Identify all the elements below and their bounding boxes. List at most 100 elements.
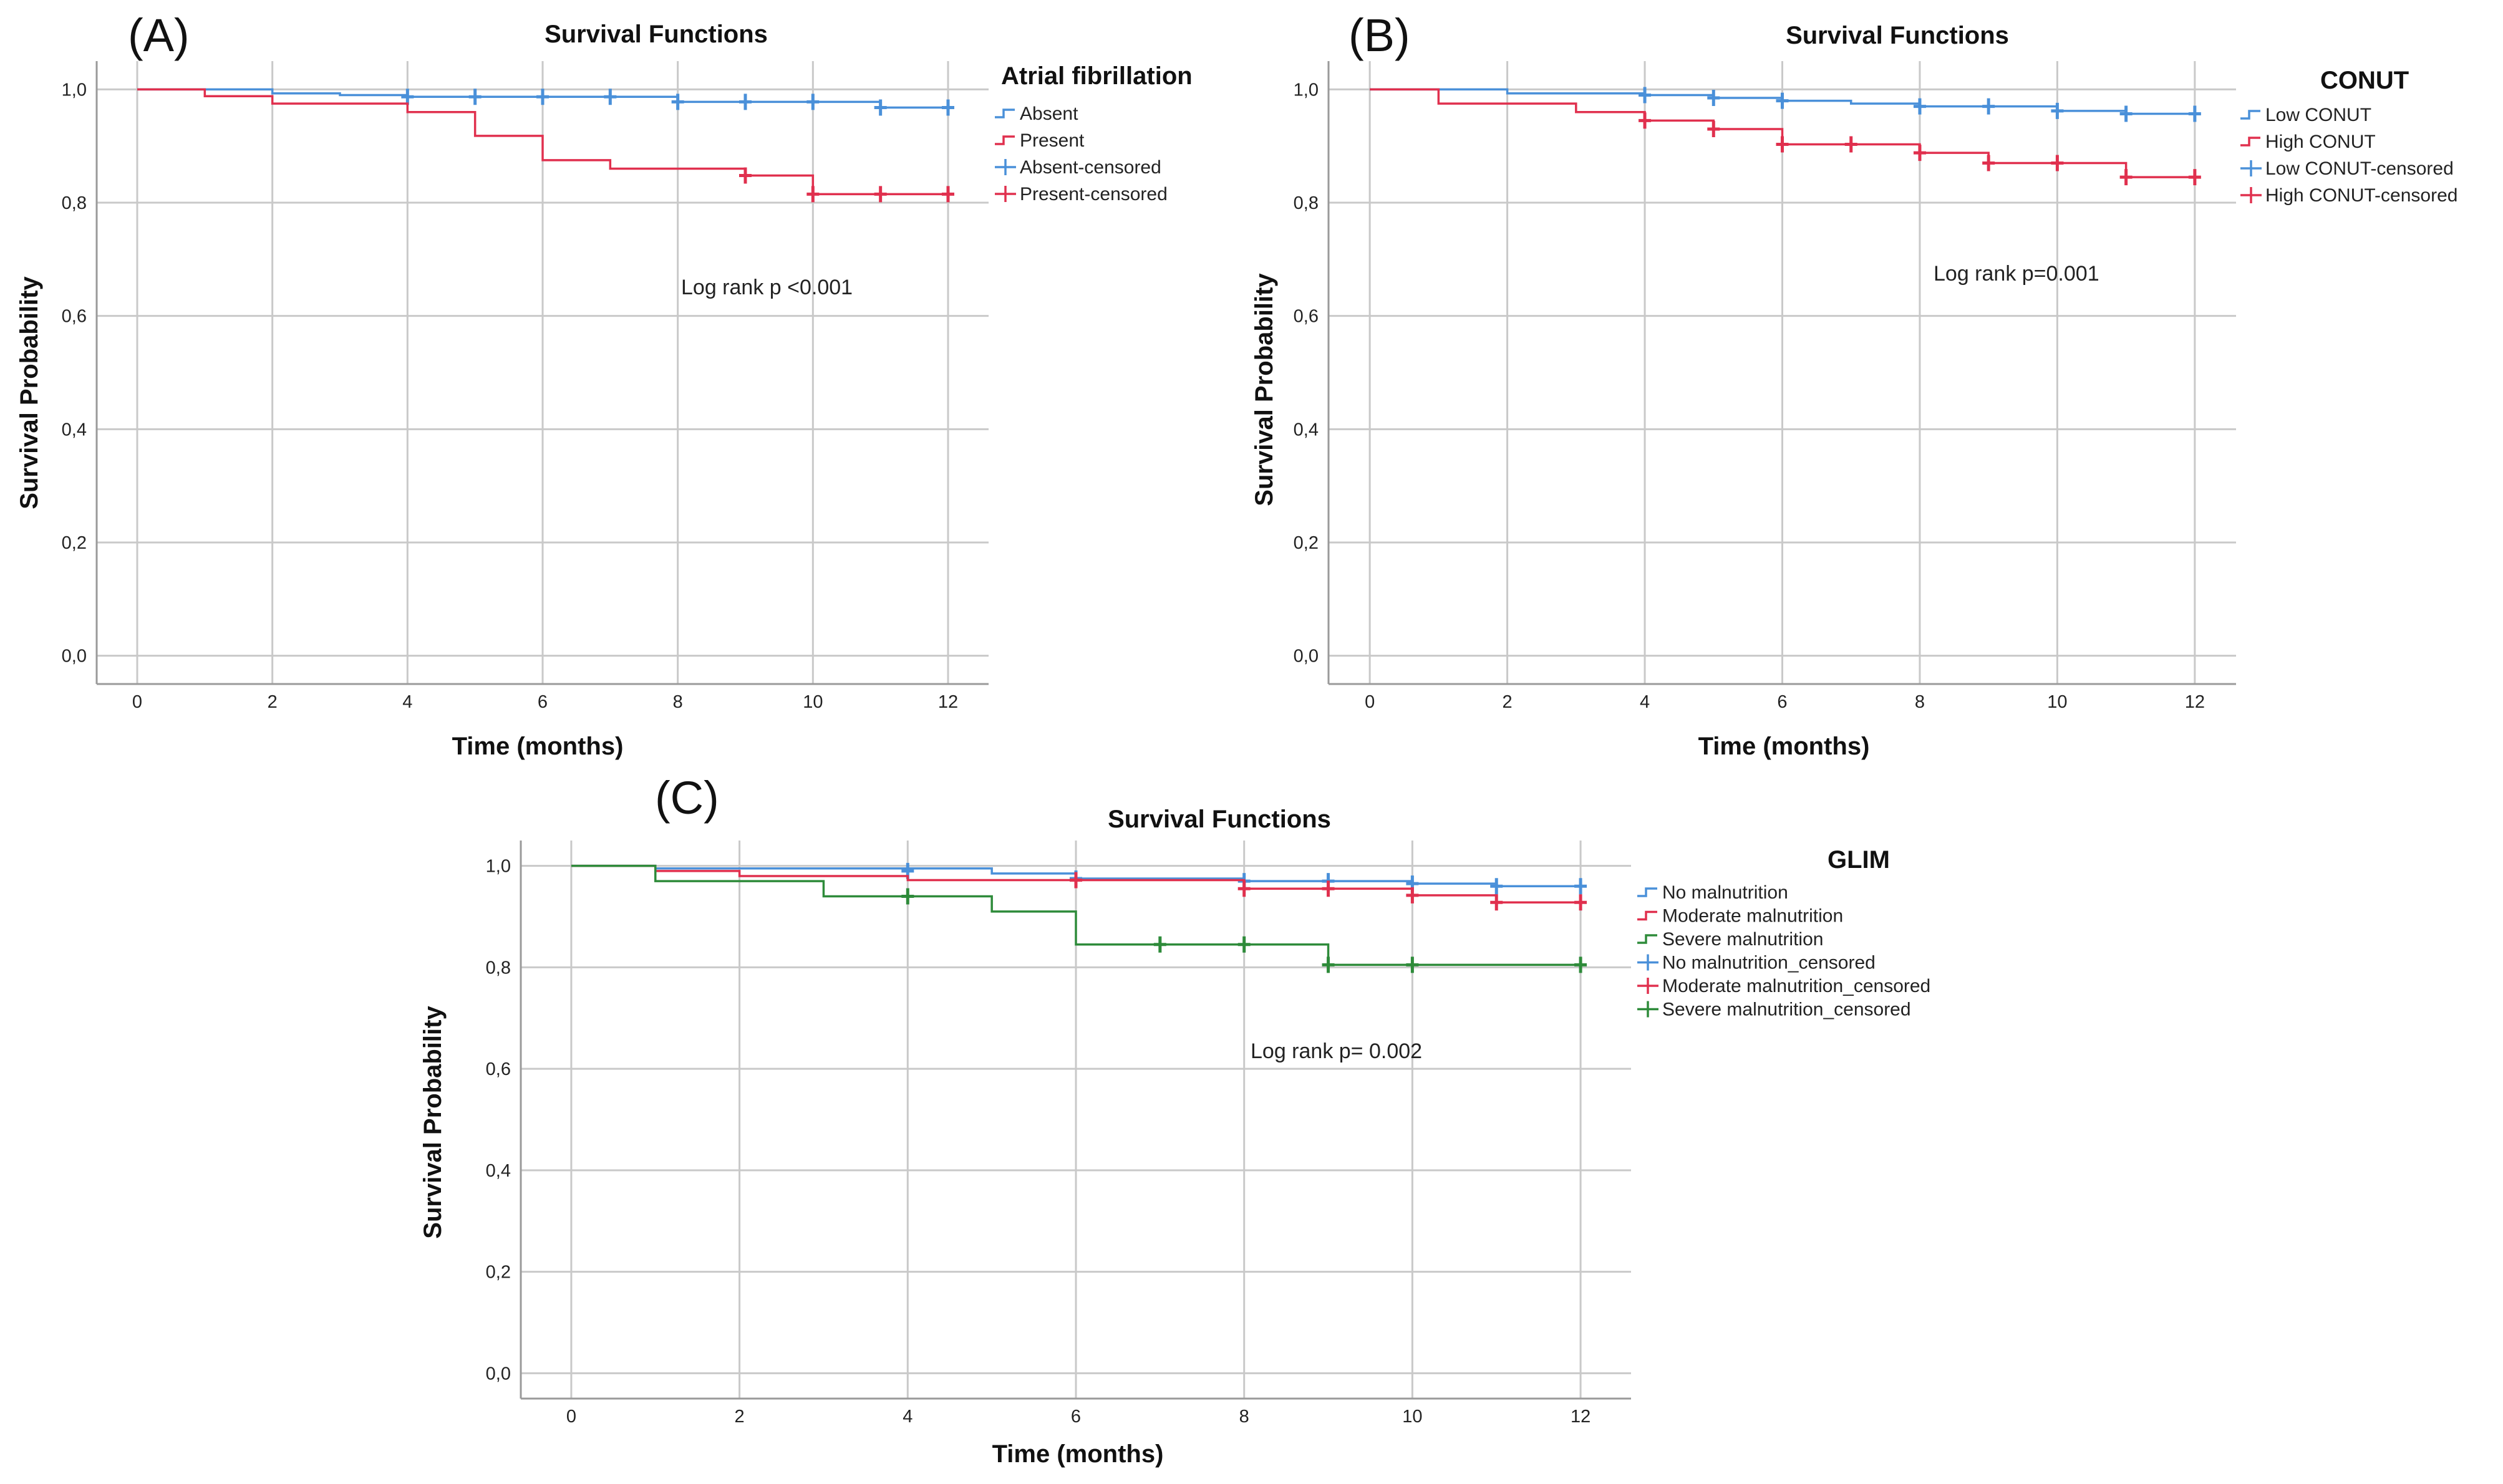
legend-swatch bbox=[2240, 110, 2260, 120]
censor-mark bbox=[2188, 169, 2201, 186]
y-tick-label: 0,0 bbox=[62, 647, 87, 667]
censor-mark bbox=[1574, 878, 1587, 895]
censor-mark bbox=[1490, 894, 1503, 911]
legend-label: Absent-censored bbox=[1020, 157, 1161, 178]
y-tick-label: 0,2 bbox=[486, 1263, 511, 1283]
panel-a-legend: Atrial fibrillation Absent Present Absent-… bbox=[995, 62, 1193, 205]
x-tick-label: 4 bbox=[1640, 692, 1650, 712]
x-tick-label: 6 bbox=[1777, 692, 1787, 712]
legend-swatch bbox=[995, 159, 1016, 175]
panel-c-legend-title: GLIM bbox=[1828, 846, 1890, 874]
x-tick-label: 8 bbox=[1915, 692, 1925, 712]
y-tick-label: 0,8 bbox=[486, 958, 511, 978]
legend-label: Severe malnutrition bbox=[1662, 929, 1823, 950]
panel-c-legend: GLIM No malnutrition Moderate malnutritio… bbox=[1637, 846, 1930, 1020]
survival-curve-low-conut bbox=[1370, 88, 2195, 115]
censor-mark bbox=[1322, 880, 1335, 897]
legend-swatch bbox=[2240, 160, 2262, 176]
legend-label: Present bbox=[1020, 130, 1085, 151]
legend-swatch bbox=[1637, 934, 1657, 944]
censor-mark bbox=[536, 89, 549, 105]
legend-label: Present-censored bbox=[1020, 184, 1168, 205]
panel-a-log-rank-annotation: Log rank p <0.001 bbox=[681, 276, 853, 299]
panel-a-plot-area: 0 2 4 6 8 10 12 0,0 0,2 0,4 0,6 0,8 1,0 bbox=[62, 61, 989, 712]
x-tick-label: 0 bbox=[1365, 692, 1375, 712]
censor-mark bbox=[1982, 98, 1995, 115]
x-tick-label: 6 bbox=[538, 692, 548, 712]
x-tick-label: 12 bbox=[1571, 1407, 1590, 1427]
censor-mark bbox=[1574, 894, 1587, 911]
survival-curve-present bbox=[137, 88, 948, 196]
x-tick-label: 4 bbox=[402, 692, 412, 712]
legend-label: Low CONUT-censored bbox=[2265, 158, 2454, 179]
legend-label: High CONUT bbox=[2265, 132, 2376, 152]
y-tick-label: 1,0 bbox=[62, 80, 87, 100]
panel-c-letter: (C) bbox=[655, 772, 719, 824]
legend-swatch bbox=[1637, 1001, 1658, 1018]
y-tick-label: 1,0 bbox=[1294, 80, 1319, 100]
x-tick-label: 12 bbox=[938, 692, 958, 712]
censor-mark bbox=[1639, 87, 1652, 104]
censor-mark bbox=[1406, 956, 1419, 973]
y-tick-label: 0,8 bbox=[62, 193, 87, 213]
censor-mark bbox=[901, 888, 914, 905]
x-tick-label: 4 bbox=[903, 1407, 913, 1427]
censor-mark bbox=[1406, 887, 1419, 903]
y-tick-label: 0,8 bbox=[1294, 193, 1319, 213]
censor-mark bbox=[671, 94, 684, 110]
censor-mark bbox=[1237, 880, 1251, 897]
x-tick-label: 0 bbox=[132, 692, 142, 712]
panel-c-x-axis-label: Time (months) bbox=[992, 1440, 1164, 1468]
x-tick-label: 2 bbox=[1503, 692, 1513, 712]
legend-label: Moderate malnutrition bbox=[1662, 906, 1843, 927]
censor-mark bbox=[1237, 936, 1251, 953]
x-tick-label: 12 bbox=[2185, 692, 2205, 712]
legend-swatch bbox=[1637, 954, 1658, 971]
censor-mark bbox=[1913, 98, 1926, 115]
censor-mark bbox=[468, 89, 482, 105]
censor-mark bbox=[739, 94, 752, 110]
y-tick-label: 0,6 bbox=[486, 1059, 511, 1079]
censor-mark bbox=[1982, 155, 1995, 171]
panel-a-legend-title: Atrial fibrillation bbox=[1001, 62, 1193, 90]
censor-mark bbox=[1707, 120, 1720, 137]
censor-mark bbox=[739, 167, 752, 184]
legend-label: No malnutrition_censored bbox=[1662, 953, 1876, 973]
panel-a-letter: (A) bbox=[128, 9, 190, 61]
censor-mark bbox=[2051, 102, 2064, 119]
legend-swatch bbox=[2240, 137, 2260, 147]
y-tick-label: 1,0 bbox=[486, 857, 511, 877]
y-tick-label: 0,4 bbox=[62, 420, 87, 440]
censor-mark bbox=[2188, 105, 2201, 122]
censor-mark bbox=[401, 89, 414, 105]
legend-label: Severe malnutrition_censored bbox=[1662, 1000, 1911, 1020]
censor-mark bbox=[1153, 936, 1166, 953]
x-tick-label: 10 bbox=[2047, 692, 2067, 712]
x-tick-label: 10 bbox=[1402, 1407, 1422, 1427]
censor-mark bbox=[942, 99, 954, 116]
censor-mark bbox=[806, 94, 820, 110]
y-tick-label: 0,6 bbox=[62, 307, 87, 327]
legend-label: No malnutrition bbox=[1662, 882, 1788, 903]
y-tick-label: 0,2 bbox=[1294, 533, 1319, 553]
panel-c-plot-area: 0 2 4 6 8 10 12 0,0 0,2 0,4 0,6 0,8 1,0 bbox=[486, 841, 1631, 1427]
x-tick-label: 6 bbox=[1071, 1407, 1081, 1427]
x-tick-label: 2 bbox=[268, 692, 278, 712]
panel-b-y-axis-label: Survival Probability bbox=[1251, 273, 1278, 506]
censor-mark bbox=[2119, 105, 2133, 122]
censor-mark bbox=[1844, 136, 1857, 153]
y-tick-label: 0,4 bbox=[486, 1161, 511, 1181]
legend-label: Moderate malnutrition_censored bbox=[1662, 976, 1930, 996]
y-tick-label: 0,0 bbox=[1294, 647, 1319, 667]
panel-b-plot-area: 0 2 4 6 8 10 12 0,0 0,2 0,4 0,6 0,8 1,0 bbox=[1294, 61, 2236, 712]
panel-b-x-axis-label: Time (months) bbox=[1698, 733, 1870, 760]
panel-c-title: Survival Functions bbox=[1108, 806, 1331, 833]
panel-c-log-rank-annotation: Log rank p= 0.002 bbox=[1251, 1039, 1422, 1063]
censor-mark bbox=[1776, 92, 1789, 109]
censor-mark bbox=[1913, 145, 1926, 161]
panel-c: (C) Survival Functions 0 2 4 6 8 10 12 0,0 0,2 0,… bbox=[419, 772, 1930, 1468]
censor-mark bbox=[604, 89, 617, 105]
x-tick-label: 0 bbox=[566, 1407, 576, 1427]
